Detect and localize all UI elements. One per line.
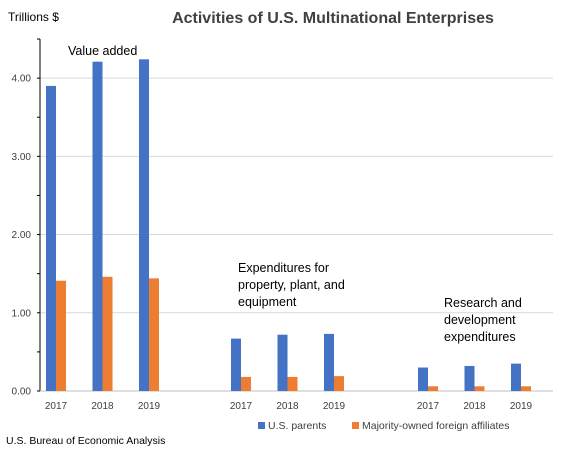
bar-us-parents <box>464 365 475 391</box>
bar-us-parents <box>418 367 428 391</box>
group-label: expenditures <box>444 330 516 344</box>
bar-foreign-affiliates <box>334 376 344 391</box>
bar-foreign-affiliates <box>521 386 531 391</box>
bar-us-parents <box>46 85 56 391</box>
group-label: development <box>444 313 516 327</box>
bar-us-parents <box>92 61 103 391</box>
bar-foreign-affiliates <box>287 376 298 391</box>
bar-us-parents <box>511 363 521 391</box>
group-label: Research and <box>444 296 522 310</box>
bar-foreign-affiliates <box>474 386 485 391</box>
group-labels: Value added Expenditures for property, pla… <box>68 44 522 344</box>
x-tick-label: 2019 <box>510 401 533 412</box>
source-note: U.S. Bureau of Economic Analysis <box>6 435 165 447</box>
bar-us-parents <box>231 338 241 391</box>
bar-foreign-affiliates <box>56 280 66 391</box>
y-tick-label: 2.00 <box>12 230 32 241</box>
gridlines <box>40 77 553 314</box>
legend-swatch <box>258 422 265 429</box>
legend-entry: Majority-owned foreign affiliates <box>362 420 509 432</box>
group-label: property, plant, and <box>238 278 345 292</box>
bar-us-parents <box>139 59 149 392</box>
bar-foreign-affiliates <box>241 376 251 391</box>
legend-swatch <box>352 422 359 429</box>
bar-us-parents <box>277 334 288 391</box>
legend: U.S. parents Majority-owned foreign affil… <box>258 420 509 432</box>
x-tick-label: 2018 <box>276 401 299 412</box>
x-tick-label: 2018 <box>91 401 114 412</box>
bar-foreign-affiliates <box>102 276 113 391</box>
group-label: equipment <box>238 295 297 309</box>
bar-foreign-affiliates <box>428 386 438 391</box>
y-axis-unit-label: Trillions $ <box>8 10 59 24</box>
y-tick-label: 1.00 <box>12 308 32 319</box>
chart-title: Activities of U.S. Multinational Enterpr… <box>172 10 494 27</box>
x-tick-label: 2018 <box>463 401 486 412</box>
legend-entry: U.S. parents <box>268 420 326 432</box>
x-tick-label: 2017 <box>45 401 68 412</box>
y-tick-label: 4.00 <box>12 74 32 85</box>
x-tick-labels: 2017 2018 2019 2017 2018 2019 2017 2018 2019 <box>45 401 533 412</box>
x-tick-label: 2019 <box>138 401 161 412</box>
x-tick-label: 2017 <box>230 401 253 412</box>
y-tick-label: 0.00 <box>12 387 32 398</box>
group-label: Value added <box>68 44 137 58</box>
y-tick-label: 3.00 <box>12 152 32 163</box>
bar-foreign-affiliates <box>149 278 159 391</box>
bars <box>46 59 531 392</box>
bar-us-parents <box>324 333 334 391</box>
x-tick-label: 2017 <box>417 401 440 412</box>
group-label: Expenditures for <box>238 261 329 275</box>
x-tick-label: 2019 <box>323 401 346 412</box>
